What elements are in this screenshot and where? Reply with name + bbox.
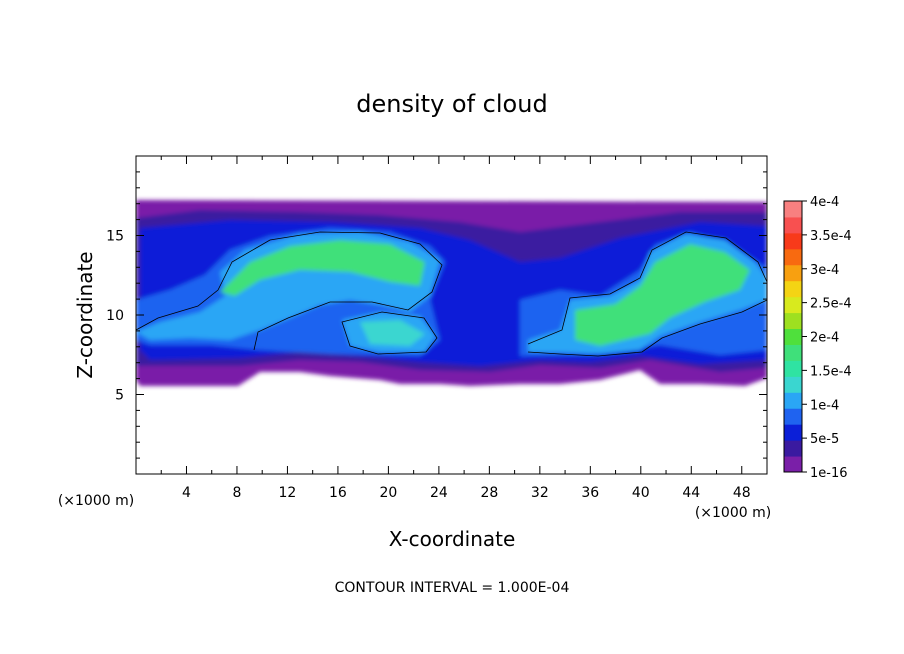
x-tick-label: 44 xyxy=(682,485,700,501)
colorbar-swatch xyxy=(784,392,802,409)
colorbar-swatch xyxy=(784,280,802,298)
colorbar-swatch xyxy=(784,264,802,282)
colorbar-swatch xyxy=(784,296,802,314)
colorbar-swatch xyxy=(784,232,802,250)
colorbar-label: 1.5e-4 xyxy=(810,364,852,379)
x-tick-label: 36 xyxy=(581,485,599,501)
y-tick-label: 5 xyxy=(115,388,124,404)
x-axis-label: X-coordinate xyxy=(389,527,516,551)
x-tick-label: 32 xyxy=(531,485,549,501)
colorbar-label: 4e-4 xyxy=(810,195,839,210)
x-tick-label: 16 xyxy=(329,485,347,501)
y-tick-label: 10 xyxy=(106,308,124,324)
x-tick-label: 12 xyxy=(279,485,297,501)
contour-interval-label: CONTOUR INTERVAL = 1.000E-04 xyxy=(335,580,570,596)
colorbar: 1e-16 5e-5 1e-4 1.5e-4 2e-4 2.5e-4 3e-4 3.5e-4 4… xyxy=(783,195,852,481)
colorbar-label: 3e-4 xyxy=(810,263,839,278)
colorbar-label: 3.5e-4 xyxy=(810,229,852,244)
colorbar-swatch xyxy=(784,440,802,457)
colorbar-swatch xyxy=(784,456,802,473)
colorbar-swatch xyxy=(784,344,802,361)
x-tick-label: 40 xyxy=(632,485,650,501)
region-1.5e-4-cyan xyxy=(360,320,425,346)
region-2e-4-west-core xyxy=(220,240,425,296)
colorbar-label: 5e-5 xyxy=(810,432,839,447)
contour-line-west xyxy=(136,231,443,351)
colorbar-label: 1e-16 xyxy=(810,466,848,481)
y-axis-label: Z-coordinate xyxy=(73,251,97,378)
x-unit-label: (×1000 m) xyxy=(695,505,771,521)
x-tick-label: 8 xyxy=(232,485,241,501)
y-unit-label: (×1000 m) xyxy=(58,493,134,509)
colorbar-swatch xyxy=(784,424,802,441)
x-tick-label: 4 xyxy=(182,485,191,501)
colorbar-label: 2e-4 xyxy=(810,331,839,346)
colorbar-swatch xyxy=(784,328,802,345)
region-2e-4-east-core xyxy=(575,244,750,346)
colorbar-swatch xyxy=(784,312,802,330)
chart-title: density of cloud xyxy=(356,90,547,118)
colorbar-label: 1e-4 xyxy=(810,398,839,413)
colorbar-swatch xyxy=(784,216,802,234)
colorbar-swatch xyxy=(784,376,802,393)
contour-line-east xyxy=(527,231,767,357)
contour-line-lobe xyxy=(341,311,438,355)
colorbar-swatch xyxy=(784,408,802,425)
colorbar-swatch xyxy=(784,360,802,377)
cloud-density-field xyxy=(136,200,767,386)
y-tick-label: 15 xyxy=(106,229,124,245)
x-tick-label: 24 xyxy=(430,485,448,501)
colorbar-label: 2.5e-4 xyxy=(810,297,852,312)
colorbar-swatch xyxy=(784,201,802,218)
x-tick-label: 20 xyxy=(379,485,397,501)
x-tick-label: 48 xyxy=(733,485,751,501)
x-tick-label: 28 xyxy=(480,485,498,501)
colorbar-swatch xyxy=(784,248,802,266)
